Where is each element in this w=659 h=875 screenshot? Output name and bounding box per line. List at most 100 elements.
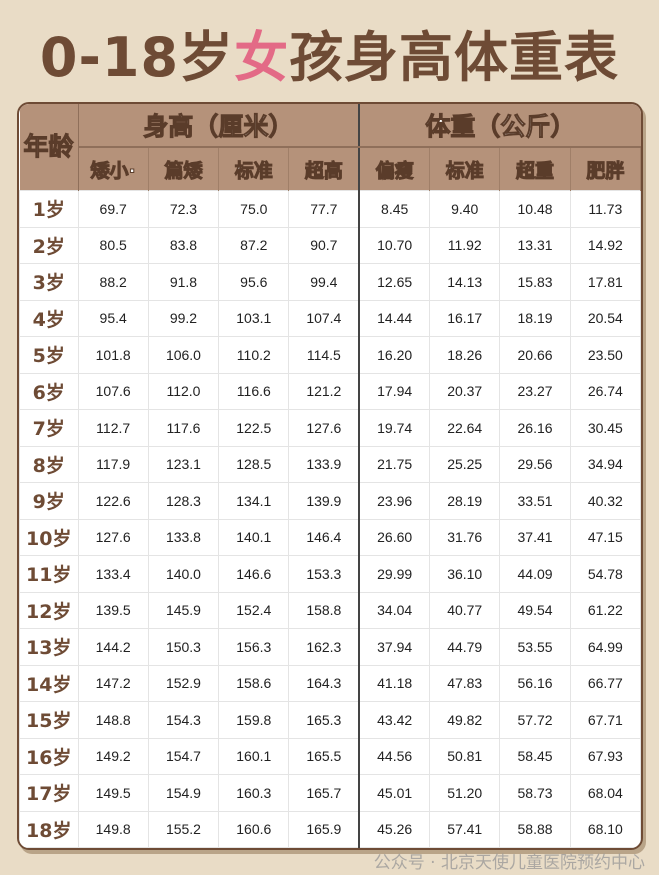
weight-cell: 47.15 (569, 518, 641, 556)
table-row: 7岁 112.7 117.6 122.5 127.6 19.74 22.64 26.16 30.… (19, 409, 641, 447)
weight-cell: 29.56 (499, 445, 571, 483)
weight-cell: 10.48 (499, 190, 571, 228)
table-row: 4岁 95.4 99.2 103.1 107.4 14.44 16.17 18.19 20.54 (19, 299, 641, 337)
height-cell: 160.1 (218, 737, 290, 775)
height-cell: 122.6 (77, 482, 149, 520)
weight-cell: 19.74 (358, 409, 431, 447)
height-cell: 99.4 (288, 263, 361, 301)
weight-cell: 34.04 (358, 591, 431, 629)
weight-cell: 17.81 (569, 263, 641, 301)
weight-cell: 45.01 (358, 774, 431, 812)
age-cell: 5岁 (19, 336, 79, 374)
height-cell: 72.3 (147, 190, 220, 228)
weight-cell: 26.60 (358, 518, 431, 556)
col-header: 标准 (429, 147, 501, 191)
weight-cell: 58.45 (499, 737, 571, 775)
weight-cell: 17.94 (358, 372, 431, 410)
weight-cell: 26.74 (569, 372, 641, 410)
height-cell: 112.7 (77, 409, 149, 447)
height-cell: 155.2 (147, 810, 220, 848)
col-header: 肥胖 (570, 147, 641, 191)
weight-cell: 50.81 (429, 737, 501, 775)
height-cell: 165.9 (288, 810, 361, 848)
weight-cell: 28.19 (429, 482, 501, 520)
height-cell: 139.9 (288, 482, 361, 520)
growth-table-card: 年龄 身高（厘米） 体重（公斤） 矮小· 篇矮 标准 超高 偏瘦 标准 超重 肥… (17, 102, 643, 850)
age-cell: 16岁 (19, 737, 79, 775)
table-row: 12岁 139.5 145.9 152.4 158.8 34.04 40.77 49.54 61… (19, 591, 641, 629)
table-row: 9岁 122.6 128.3 134.1 139.9 23.96 28.19 33.51 40.… (19, 482, 641, 520)
title-suffix: 孩身高体重表 (289, 26, 620, 89)
height-cell: 110.2 (218, 336, 290, 374)
col-header: 超重 (499, 147, 571, 191)
weight-cell: 16.20 (358, 336, 431, 374)
table-row: 10岁 127.6 133.8 140.1 146.4 26.60 31.76 37.41 47… (19, 518, 641, 556)
table-row: 13岁 144.2 150.3 156.3 162.3 37.94 44.79 53.55 64… (19, 628, 641, 666)
age-header: 年龄 (19, 104, 79, 191)
weight-cell: 40.77 (429, 591, 501, 629)
weight-cell: 8.45 (358, 190, 431, 228)
weight-cell: 68.04 (569, 774, 641, 812)
table-row: 14岁 147.2 152.9 158.6 164.3 41.18 47.83 56.16 66… (19, 664, 641, 702)
weight-cell: 13.31 (499, 226, 571, 264)
height-cell: 146.6 (218, 555, 290, 593)
weight-cell: 21.75 (358, 445, 431, 483)
height-cell: 80.5 (77, 226, 149, 264)
height-cell: 69.7 (77, 190, 149, 228)
height-cell: 156.3 (218, 628, 290, 666)
height-cell: 133.8 (147, 518, 220, 556)
height-cell: 123.1 (147, 445, 220, 483)
weight-cell: 20.54 (569, 299, 641, 337)
height-cell: 165.7 (288, 774, 361, 812)
height-cell: 127.6 (288, 409, 361, 447)
weight-group-header: 体重（公斤） (359, 104, 641, 148)
col-header: 偏瘦 (359, 147, 431, 191)
height-cell: 134.1 (218, 482, 290, 520)
height-cell: 162.3 (288, 628, 361, 666)
weight-cell: 66.77 (569, 664, 641, 702)
weight-cell: 61.22 (569, 591, 641, 629)
age-cell: 9岁 (19, 482, 79, 520)
height-cell: 149.8 (77, 810, 149, 848)
table-row: 6岁 107.6 112.0 116.6 121.2 17.94 20.37 23.27 26.… (19, 372, 641, 410)
height-cell: 145.9 (147, 591, 220, 629)
height-cell: 106.0 (147, 336, 220, 374)
height-cell: 88.2 (77, 263, 149, 301)
height-cell: 117.6 (147, 409, 220, 447)
age-cell: 13岁 (19, 628, 79, 666)
weight-cell: 58.88 (499, 810, 571, 848)
table-row: 8岁 117.9 123.1 128.5 133.9 21.75 25.25 29.56 34.… (19, 445, 641, 483)
weight-cell: 43.42 (358, 701, 431, 739)
age-cell: 7岁 (19, 409, 79, 447)
weight-cell: 44.56 (358, 737, 431, 775)
weight-cell: 22.64 (429, 409, 501, 447)
age-cell: 15岁 (19, 701, 79, 739)
height-cell: 107.4 (288, 299, 361, 337)
weight-cell: 34.94 (569, 445, 641, 483)
table-row: 17岁 149.5 154.9 160.3 165.7 45.01 51.20 58.73 68… (19, 774, 641, 812)
weight-cell: 14.13 (429, 263, 501, 301)
height-cell: 128.3 (147, 482, 220, 520)
height-cell: 133.9 (288, 445, 361, 483)
age-cell: 4岁 (19, 299, 79, 337)
height-cell: 112.0 (147, 372, 220, 410)
weight-cell: 20.66 (499, 336, 571, 374)
weight-cell: 30.45 (569, 409, 641, 447)
weight-cell: 49.54 (499, 591, 571, 629)
height-cell: 146.4 (288, 518, 361, 556)
height-cell: 148.8 (77, 701, 149, 739)
weight-cell: 64.99 (569, 628, 641, 666)
age-cell: 8岁 (19, 445, 79, 483)
weight-cell: 25.25 (429, 445, 501, 483)
weight-cell: 20.37 (429, 372, 501, 410)
age-cell: 11岁 (19, 555, 79, 593)
weight-cell: 31.76 (429, 518, 501, 556)
height-cell: 91.8 (147, 263, 220, 301)
height-cell: 128.5 (218, 445, 290, 483)
age-cell: 1岁 (19, 190, 79, 228)
table-row: 2岁 80.5 83.8 87.2 90.7 10.70 11.92 13.31 14.92 (19, 226, 641, 264)
height-cell: 150.3 (147, 628, 220, 666)
height-cell: 75.0 (218, 190, 290, 228)
height-cell: 139.5 (77, 591, 149, 629)
weight-cell: 37.94 (358, 628, 431, 666)
